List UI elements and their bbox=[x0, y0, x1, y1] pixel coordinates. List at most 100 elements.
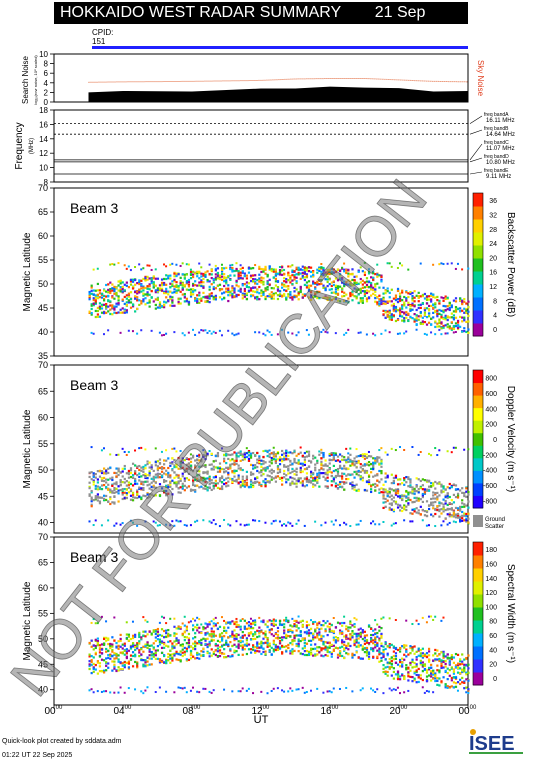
data-cell bbox=[121, 643, 124, 646]
data-cell bbox=[467, 521, 470, 524]
data-cell bbox=[332, 687, 335, 690]
data-cell bbox=[274, 280, 277, 283]
data-cell bbox=[293, 637, 296, 640]
data-cell bbox=[338, 482, 342, 486]
data-cell bbox=[328, 645, 331, 648]
data-cell bbox=[396, 506, 400, 509]
data-cell bbox=[177, 476, 180, 479]
data-cell bbox=[309, 627, 313, 630]
data-cell bbox=[231, 289, 234, 292]
data-cell bbox=[390, 524, 393, 527]
data-cell bbox=[270, 267, 273, 271]
data-cell bbox=[165, 449, 168, 452]
data-cell bbox=[148, 299, 151, 302]
data-cell bbox=[291, 279, 294, 282]
data-cell bbox=[425, 302, 429, 305]
data-cell bbox=[163, 646, 166, 649]
data-cell bbox=[396, 492, 400, 495]
data-cell bbox=[173, 331, 176, 334]
data-cell bbox=[272, 641, 275, 644]
data-cell bbox=[223, 626, 226, 630]
data-cell bbox=[442, 487, 445, 490]
data-cell bbox=[146, 264, 149, 267]
data-cell bbox=[111, 645, 114, 648]
data-cell bbox=[312, 654, 315, 657]
data-cell bbox=[243, 524, 246, 527]
data-cell bbox=[100, 471, 104, 475]
data-cell bbox=[382, 483, 385, 486]
data-cell bbox=[121, 447, 124, 450]
data-cell bbox=[229, 294, 232, 297]
data-cell bbox=[452, 327, 456, 331]
data-cell bbox=[444, 488, 447, 491]
data-cell bbox=[276, 333, 279, 336]
data-cell bbox=[249, 276, 253, 279]
data-cell bbox=[359, 478, 362, 481]
colorbar-tick-label: -200 bbox=[483, 452, 497, 459]
data-cell bbox=[465, 309, 468, 312]
colorbar-segment bbox=[473, 323, 483, 337]
data-cell bbox=[316, 472, 319, 475]
data-cell bbox=[208, 477, 211, 481]
data-cell bbox=[192, 470, 195, 473]
data-cell bbox=[115, 669, 118, 673]
data-cell bbox=[434, 512, 437, 516]
data-cell bbox=[100, 477, 104, 480]
data-cell bbox=[183, 523, 186, 526]
data-cell bbox=[343, 472, 346, 475]
data-cell bbox=[285, 524, 288, 527]
data-cell bbox=[320, 266, 323, 269]
colorbar-segment bbox=[473, 432, 483, 446]
data-cell bbox=[355, 448, 358, 451]
data-cell bbox=[169, 654, 172, 657]
data-cell bbox=[229, 621, 232, 624]
data-cell bbox=[121, 668, 124, 671]
data-cell bbox=[247, 627, 251, 630]
data-cell bbox=[322, 471, 325, 475]
data-cell bbox=[278, 636, 282, 640]
data-cell bbox=[320, 623, 323, 627]
data-cell bbox=[355, 290, 358, 293]
data-cell bbox=[216, 274, 220, 277]
data-cell bbox=[235, 459, 238, 463]
data-cell bbox=[396, 483, 400, 486]
data-cell bbox=[214, 624, 217, 627]
data-cell bbox=[301, 686, 304, 689]
data-cell bbox=[131, 634, 135, 637]
data-cell bbox=[405, 481, 408, 484]
data-cell bbox=[334, 298, 338, 301]
data-cell bbox=[204, 454, 207, 457]
data-cell bbox=[363, 454, 367, 457]
data-cell bbox=[239, 271, 242, 274]
data-cell bbox=[148, 474, 151, 477]
lat-ytick-label: 60 bbox=[38, 413, 48, 423]
data-cell bbox=[276, 465, 280, 468]
data-cell bbox=[227, 275, 230, 278]
data-cell bbox=[417, 478, 420, 481]
data-cell bbox=[198, 459, 201, 462]
data-cell bbox=[456, 319, 460, 323]
data-cell bbox=[173, 645, 176, 648]
data-cell bbox=[363, 453, 366, 456]
data-cell bbox=[353, 470, 356, 474]
lat-ytick-label: 55 bbox=[38, 255, 48, 265]
data-cell bbox=[320, 636, 323, 639]
data-cell bbox=[233, 621, 236, 624]
data-cell bbox=[210, 468, 213, 471]
data-cell bbox=[274, 648, 277, 652]
data-cell bbox=[123, 310, 126, 313]
data-cell bbox=[138, 651, 141, 654]
data-cell bbox=[268, 331, 271, 334]
data-cell bbox=[88, 664, 91, 668]
data-cell bbox=[256, 629, 259, 632]
data-cell bbox=[206, 472, 209, 475]
data-cell bbox=[98, 486, 102, 489]
data-cell bbox=[237, 477, 240, 480]
data-cell bbox=[281, 266, 284, 269]
data-cell bbox=[258, 630, 261, 633]
data-cell bbox=[336, 293, 340, 296]
data-cell bbox=[359, 454, 362, 458]
data-cell bbox=[227, 287, 230, 290]
data-cell bbox=[301, 652, 304, 656]
data-cell bbox=[320, 649, 323, 652]
